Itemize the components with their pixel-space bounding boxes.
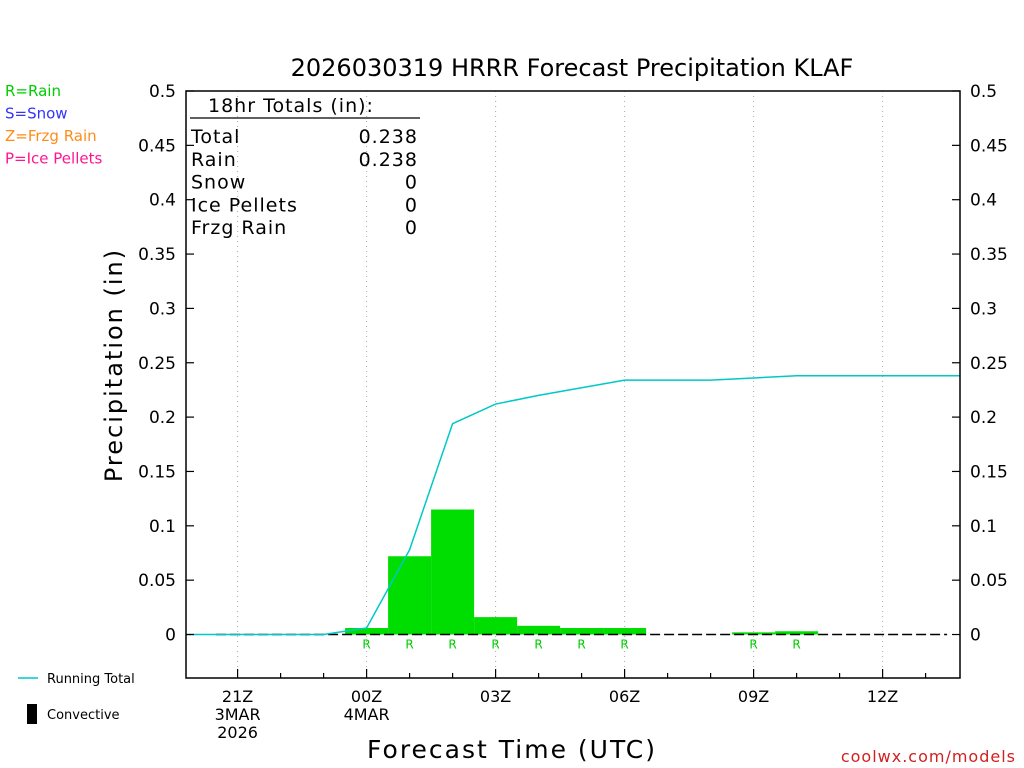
x-tick-label: 2026 <box>217 723 258 742</box>
y-tick-label-left: 0.25 <box>138 354 176 374</box>
precip-type-label: R <box>405 638 413 652</box>
totals-row-label: Rain <box>191 149 237 171</box>
precip-bar <box>345 627 389 635</box>
x-tick-label: 3MAR <box>215 705 261 724</box>
y-tick-label-left: 0.3 <box>149 299 176 319</box>
totals-row-label: Snow <box>191 172 246 194</box>
y-tick-label-right: 0.15 <box>970 462 1008 482</box>
y-tick-label-right: 0.25 <box>970 354 1008 374</box>
y-tick-label-right: 0.3 <box>970 299 997 319</box>
precip-type-label: R <box>491 638 499 652</box>
totals-row-value: 0 <box>405 194 418 216</box>
y-tick-label-right: 0.5 <box>970 82 997 102</box>
precip-bar <box>560 627 604 635</box>
precip-bar <box>603 627 647 635</box>
y-tick-label-right: 0 <box>970 626 981 646</box>
precip-type-legend-entry: R=Rain <box>5 82 61 100</box>
precip-type-label: R <box>577 638 585 652</box>
y-tick-label-right: 0.45 <box>970 136 1008 156</box>
running-total-line <box>186 375 960 636</box>
axes: 0 00.05 0.050.1 0.10.15 0.150.2 0.20.25 0.250.… <box>138 82 1008 742</box>
x-tick-label: 03Z <box>480 687 511 706</box>
precip-bar <box>431 509 475 635</box>
precip-bar <box>388 556 432 635</box>
precip-bar <box>474 617 518 635</box>
precip-type-legend: R=Rain S=Snow Z=Frzg Rain P=Ice Pellets <box>5 82 102 168</box>
y-tick-label-right: 0.05 <box>970 571 1008 591</box>
series-legend-label: Running Total <box>47 672 135 687</box>
grid-lines <box>237 91 884 678</box>
x-tick-label: 4MAR <box>344 705 390 724</box>
precip-type-legend-entry: Z=Frzg Rain <box>5 127 97 145</box>
totals-row-value: 0.238 <box>359 149 418 171</box>
precip-bar <box>517 625 561 635</box>
y-tick-label-left: 0.05 <box>138 571 176 591</box>
series-legend: Running Total Convective <box>18 672 135 724</box>
y-tick-label-left: 0.35 <box>138 245 176 265</box>
totals-row-label: Frzg Rain <box>191 217 287 239</box>
y-tick-label-left: 0 <box>165 626 176 646</box>
totals-row-label: Total <box>190 126 240 148</box>
precip-bar <box>775 631 819 635</box>
series-legend-label: Convective <box>47 708 120 723</box>
precip-type-label: R <box>620 638 628 652</box>
totals-heading: 18hr Totals (in): <box>208 95 374 117</box>
y-tick-label-left: 0.4 <box>149 191 176 211</box>
precip-type-label: R <box>362 638 370 652</box>
x-tick-label: 09Z <box>738 687 769 706</box>
running-total-series <box>186 375 960 636</box>
precip-type-label: R <box>792 638 800 652</box>
x-tick-label: 00Z <box>351 687 382 706</box>
y-tick-label-left: 0.1 <box>149 517 176 537</box>
y-tick-label-left: 0.5 <box>149 82 176 102</box>
source-credit: coolwx.com/models <box>841 747 1016 766</box>
x-tick-label: 06Z <box>609 687 640 706</box>
convective-legend-swatch <box>27 704 37 724</box>
precip-type-label: R <box>534 638 542 652</box>
precip-type-label: R <box>749 638 757 652</box>
totals-row-label: Ice Pellets <box>191 194 298 216</box>
y-axis-label: Precipitation (in) <box>100 248 128 482</box>
totals-row-value: 0.238 <box>359 126 418 148</box>
chart-title: 2026030319 HRRR Forecast Precipitation K… <box>291 54 854 82</box>
precip-type-label: R <box>448 638 456 652</box>
x-tick-label: 12Z <box>867 687 898 706</box>
y-tick-label-right: 0.1 <box>970 517 997 537</box>
totals-box: 18hr Totals (in): Total 0.238 Rain 0.238 Sno… <box>190 95 420 239</box>
y-tick-label-right: 0.4 <box>970 191 997 211</box>
y-tick-label-left: 0.2 <box>149 408 176 428</box>
y-tick-label-right: 0.2 <box>970 408 997 428</box>
y-tick-label-left: 0.15 <box>138 462 176 482</box>
totals-row-value: 0 <box>405 172 418 194</box>
totals-row-value: 0 <box>405 217 418 239</box>
precip-type-legend-entry: P=Ice Pellets <box>5 150 102 168</box>
precip-type-legend-entry: S=Snow <box>5 105 68 123</box>
y-tick-label-left: 0.45 <box>138 136 176 156</box>
x-tick-label: 21Z <box>222 687 253 706</box>
precip-bar <box>732 632 776 635</box>
plot-frame <box>185 90 961 679</box>
x-axis-label: Forecast Time (UTC) <box>367 735 657 764</box>
y-tick-label-right: 0.35 <box>970 245 1008 265</box>
